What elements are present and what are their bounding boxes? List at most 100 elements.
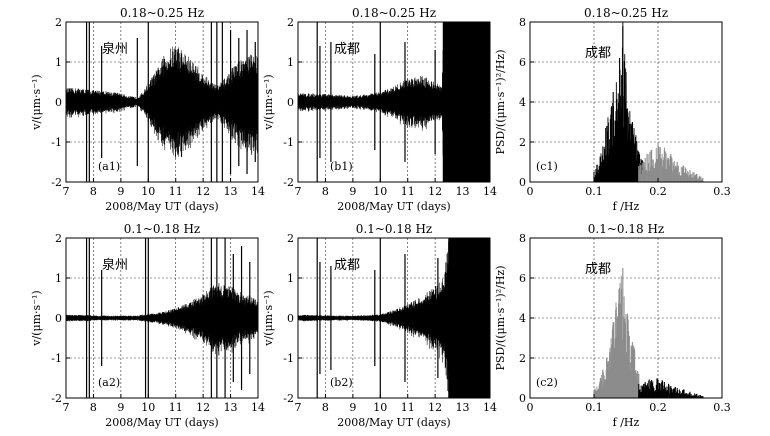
panel-title: 0.18~0.25 Hz <box>120 6 204 20</box>
y-axis-label: PSD/((μm·s⁻¹)²/Hz) <box>494 49 507 154</box>
x-tick-label: 12 <box>196 401 210 414</box>
panel-label: (c1) <box>536 160 558 173</box>
y-tick-label: -1 <box>51 136 62 149</box>
y-tick-label: -2 <box>283 392 294 405</box>
y-tick-label: -2 <box>283 176 294 189</box>
plot-area-c1 <box>593 22 704 182</box>
panel-title: 0.1~0.18 Hz <box>124 222 200 236</box>
x-tick-label: 13 <box>224 185 238 198</box>
series-gray <box>638 144 704 182</box>
y-tick-label: -1 <box>283 352 294 365</box>
y-tick-label: 2 <box>519 352 526 365</box>
x-tick-label: 10 <box>373 185 387 198</box>
x-tick-label: 0.3 <box>713 185 731 198</box>
x-tick-label: 10 <box>141 185 155 198</box>
y-tick-label: 1 <box>287 272 294 285</box>
x-tick-label: 11 <box>401 401 415 414</box>
x-tick-label: 13 <box>224 401 238 414</box>
y-tick-label: 8 <box>519 16 526 29</box>
waveform <box>66 46 258 159</box>
panel-title: 0.1~0.18 Hz <box>356 222 432 236</box>
x-tick-label: 11 <box>169 185 183 198</box>
x-tick-label: 14 <box>483 401 497 414</box>
x-tick-label: 12 <box>196 185 210 198</box>
plot-area-b2 <box>298 238 490 398</box>
y-axis-label: v/(μm·s⁻¹) <box>30 74 43 130</box>
y-tick-label: 0 <box>519 176 526 189</box>
y-tick-label: 6 <box>519 272 526 285</box>
x-tick-label: 7 <box>295 401 302 414</box>
y-axis-label: v/(μm·s⁻¹) <box>262 290 275 346</box>
x-tick-label: 0.3 <box>713 401 731 414</box>
x-tick-label: 8 <box>90 185 97 198</box>
x-axis-label: 2008/May UT (days) <box>337 416 450 429</box>
panel-title: 0.18~0.25 Hz <box>352 6 436 20</box>
y-tick-label: 2 <box>287 232 294 245</box>
x-tick-label: 10 <box>141 401 155 414</box>
y-tick-label: -1 <box>51 352 62 365</box>
x-tick-label: 11 <box>169 401 183 414</box>
plot-area-b1 <box>298 22 490 182</box>
x-tick-label: 12 <box>428 401 442 414</box>
x-tick-label: 14 <box>251 185 265 198</box>
station-label: 成都 <box>585 46 611 61</box>
station-label: 成都 <box>334 258 360 273</box>
station-label: 泉州 <box>102 257 128 273</box>
y-tick-label: -2 <box>51 392 62 405</box>
y-tick-label: -2 <box>51 176 62 189</box>
y-tick-label: 2 <box>519 136 526 149</box>
x-tick-label: 12 <box>428 185 442 198</box>
x-tick-label: 13 <box>456 401 470 414</box>
plot-area-a1 <box>66 22 258 182</box>
x-tick-label: 0.2 <box>649 401 667 414</box>
panel-c1: 0 0.1 0.2 0.3 0 2 4 6 8 0.18~0.25 Hz f /Hz PSD/((μm… <box>494 6 731 213</box>
x-tick-label: 9 <box>349 185 356 198</box>
panel-title: 0.18~0.25 Hz <box>584 6 668 20</box>
station-label: 成都 <box>334 42 360 57</box>
x-tick-label: 0 <box>527 185 534 198</box>
x-tick-label: 14 <box>251 401 265 414</box>
y-tick-label: 0 <box>287 96 294 109</box>
x-tick-label: 0 <box>527 401 534 414</box>
x-tick-label: 0.1 <box>585 401 603 414</box>
panel-label: (c2) <box>536 376 558 389</box>
panel-c2: 0 0.1 0.2 0.3 0 2 4 6 8 0.1~0.18 Hz f /Hz PSD/((μm·… <box>494 222 731 429</box>
panel-label: (a2) <box>98 376 120 389</box>
x-tick-label: 7 <box>295 185 302 198</box>
y-tick-label: 2 <box>55 232 62 245</box>
panel-title: 0.1~0.18 Hz <box>588 222 664 236</box>
y-axis-label: v/(μm·s⁻¹) <box>262 74 275 130</box>
station-label: 成都 <box>585 262 611 277</box>
x-tick-label: 0.1 <box>585 185 603 198</box>
x-tick-label: 13 <box>456 185 470 198</box>
x-tick-label: 9 <box>117 185 124 198</box>
x-axis-label: 2008/May UT (days) <box>105 200 218 213</box>
y-tick-label: 1 <box>55 272 62 285</box>
x-tick-label: 8 <box>322 401 329 414</box>
panel-label: (b2) <box>330 376 353 389</box>
waveform <box>66 282 258 356</box>
y-tick-label: 2 <box>55 16 62 29</box>
y-tick-label: 0 <box>55 312 62 325</box>
y-tick-label: -1 <box>283 136 294 149</box>
x-tick-label: 7 <box>63 185 70 198</box>
series-black <box>638 378 704 398</box>
y-tick-label: 0 <box>287 312 294 325</box>
x-tick-label: 8 <box>90 401 97 414</box>
y-axis-label: PSD/((μm·s⁻¹)²/Hz) <box>494 265 507 370</box>
x-tick-label: 9 <box>349 401 356 414</box>
y-tick-label: 0 <box>519 392 526 405</box>
x-tick-label: 0.2 <box>649 185 667 198</box>
x-tick-label: 7 <box>63 401 70 414</box>
x-tick-label: 10 <box>373 401 387 414</box>
series-gray <box>593 268 640 398</box>
y-tick-label: 0 <box>55 96 62 109</box>
x-tick-label: 11 <box>401 185 415 198</box>
x-tick-label: 14 <box>483 185 497 198</box>
x-axis-label: 2008/May UT (days) <box>337 200 450 213</box>
